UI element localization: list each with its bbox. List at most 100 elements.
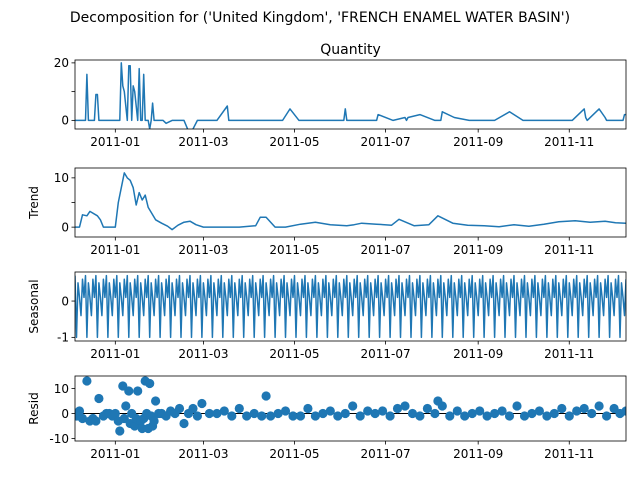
resid-point [527,408,537,419]
resid-point [572,406,582,416]
resid-point [602,411,612,421]
resid-point [212,408,222,419]
resid-point [303,403,313,414]
x-tick-label: 2011-01 [90,135,140,149]
resid-point [91,416,101,426]
plot-area [75,274,626,339]
x-tick-label: 2011-09 [453,447,503,461]
resid-point [621,406,626,416]
resid-point [407,408,418,419]
resid-point [204,408,214,419]
resid-point [318,408,328,419]
resid-point [549,408,559,419]
x-tick-label: 2011-05 [269,135,319,149]
series-line [75,274,626,339]
y-tick-label: 10 [54,382,69,396]
resid-point [188,403,198,414]
resid-point [497,406,507,416]
x-tick-label: 2011-07 [361,447,411,461]
y-tick-label: 0 [61,114,69,128]
resid-point [179,418,189,429]
resid-point [94,393,104,404]
resid-point [445,411,455,421]
y-axis-label: Resid [27,392,41,424]
axes-frame [74,271,627,342]
resid-point [475,406,485,416]
resid-point [594,401,604,411]
panel-title: Quantity [320,42,381,58]
resid-point [82,376,92,386]
resid-point [504,411,515,421]
resid-point [121,401,131,411]
resid-point [149,416,159,426]
x-tick-label: 2011-05 [269,243,319,257]
y-tick-label: 10 [54,171,69,185]
x-tick-label: 2011-03 [178,243,228,257]
resid-point [333,411,343,421]
x-tick-label: 2011-01 [90,243,140,257]
resid-point [385,411,395,421]
resid-point [295,411,306,421]
y-tick-label: 20 [54,56,69,70]
resid-point [325,406,335,416]
x-tick-label: 2011-11 [544,447,594,461]
resid-point [110,408,120,419]
x-tick-label: 2011-11 [544,243,594,257]
resid-point [452,406,462,416]
resid-point [192,411,202,421]
resid-point [363,406,373,416]
resid-point [490,408,500,419]
x-tick-label: 2011-05 [269,447,319,461]
resid-point [174,403,185,414]
resid-point [437,401,447,411]
axes-frame [74,375,627,442]
resid-point [579,403,589,414]
y-tick-label: 0 [61,220,69,234]
x-tick-label: 2011-11 [544,347,594,361]
resid-point [557,403,567,414]
x-tick-label: 2011-03 [178,447,228,461]
resid-point [467,408,477,419]
x-tick-label: 2011-03 [178,135,228,149]
y-tick-label: 0 [61,294,69,308]
resid-point [77,413,88,424]
resid-point [370,408,380,419]
panel-3: 2011-01 2011-03 2011-05 2011-07 2011-09 2011-… [27,271,627,361]
x-tick-label: 2011-09 [453,243,503,257]
resid-point [124,386,134,396]
resid-point [219,406,229,416]
x-tick-label: 2011-07 [361,135,411,149]
series-line [75,172,626,231]
figure-title: Decomposition for ('United Kingdom', 'FR… [70,10,570,26]
resid-point [273,408,283,419]
resid-point [564,411,574,421]
resid-point [378,406,388,416]
resid-point [519,411,530,421]
resid-point [400,401,410,411]
y-axis-label: Seasonal [27,279,41,333]
panel-1: 2011-01 2011-03 2011-05 2011-07 2011-09 2011-… [54,42,627,149]
resid-point [266,411,276,421]
resid-point [75,406,85,416]
resid-point [422,403,432,414]
resid-point [151,396,161,406]
x-tick-label: 2011-09 [453,135,503,149]
resid-point [261,391,271,401]
resid-point [115,426,125,436]
resid-point [348,401,358,411]
resid-point [227,411,237,421]
axes-frame [74,59,627,130]
y-tick-label: -10 [49,432,69,446]
x-tick-label: 2011-05 [269,347,319,361]
resid-point [249,408,259,419]
resid-point [257,411,267,421]
resid-point [415,411,425,421]
x-tick-label: 2011-03 [178,347,228,361]
resid-point [512,401,522,411]
x-tick-label: 2011-07 [361,347,411,361]
resid-point [340,408,350,419]
x-tick-label: 2011-09 [453,347,503,361]
x-tick-label: 2011-07 [361,243,411,257]
resid-point [234,403,244,414]
